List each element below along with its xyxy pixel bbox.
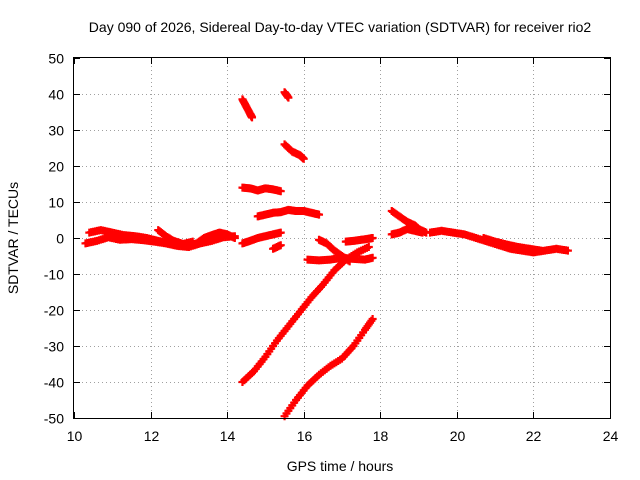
series-arc-12 xyxy=(280,315,377,421)
axis-ticks: 10 12 14 16 18 20 22 24 -50 -40 -30 -20 -10 0 10 20 30 40… xyxy=(44,51,619,445)
y-tick-label: 0 xyxy=(56,231,64,247)
x-tick-label: 20 xyxy=(450,428,466,444)
y-tick-label: -40 xyxy=(44,375,64,391)
x-tick-label: 18 xyxy=(373,428,389,444)
grid xyxy=(74,58,610,418)
series-arc-11 xyxy=(238,243,373,386)
data-point xyxy=(315,210,324,219)
series-arc-14 xyxy=(315,235,354,266)
data-marks xyxy=(81,88,572,421)
y-axis-label: SDTVAR / TECUs xyxy=(5,182,21,294)
y-tick-label: 20 xyxy=(48,159,64,175)
data-point xyxy=(563,246,572,255)
chart-title: Day 090 of 2026, Sidereal Day-to-day VTE… xyxy=(89,19,592,35)
data-point xyxy=(537,246,546,255)
data-point xyxy=(418,228,427,237)
series-arc-7 xyxy=(238,183,285,196)
data-point xyxy=(276,241,285,250)
y-tick-label: -30 xyxy=(44,339,64,355)
series-arc-10 xyxy=(269,241,285,253)
y-tick-label: -50 xyxy=(44,411,64,427)
series-arc-3 xyxy=(154,226,239,250)
data-point xyxy=(276,187,285,196)
series-arc-6 xyxy=(280,140,308,163)
x-tick-label: 14 xyxy=(220,428,236,444)
x-axis-label: GPS time / hours xyxy=(287,458,394,474)
data-point xyxy=(230,234,239,242)
series-arc-17 xyxy=(387,225,427,239)
series-arc-4 xyxy=(238,95,257,122)
y-tick-label: -10 xyxy=(44,267,64,283)
series-arc-5 xyxy=(280,88,293,102)
x-tick-label: 22 xyxy=(526,428,542,444)
y-tick-label: 30 xyxy=(48,123,64,139)
x-tick-label: 10 xyxy=(67,428,83,444)
series-arc-8 xyxy=(253,205,324,221)
x-tick-label: 16 xyxy=(297,428,313,444)
y-tick-label: 10 xyxy=(48,195,64,211)
series-arc-15 xyxy=(341,234,377,246)
series-arc-2 xyxy=(85,226,197,249)
x-tick-label: 24 xyxy=(603,428,619,444)
series-arc-9 xyxy=(238,228,285,248)
data-point xyxy=(368,253,377,262)
data-point xyxy=(276,228,285,237)
series-arc-19 xyxy=(479,234,546,255)
data-point xyxy=(364,243,373,251)
y-tick-label: -20 xyxy=(44,303,64,319)
y-tick-label: 50 xyxy=(48,51,64,67)
x-tick-label: 12 xyxy=(144,428,160,444)
data-point xyxy=(299,154,308,163)
plot-frame xyxy=(73,57,611,419)
data-point xyxy=(368,234,377,242)
data-point xyxy=(368,315,377,323)
data-point xyxy=(248,113,257,122)
y-tick-label: 40 xyxy=(48,87,64,103)
data-point xyxy=(345,257,354,266)
data-point xyxy=(284,93,293,102)
